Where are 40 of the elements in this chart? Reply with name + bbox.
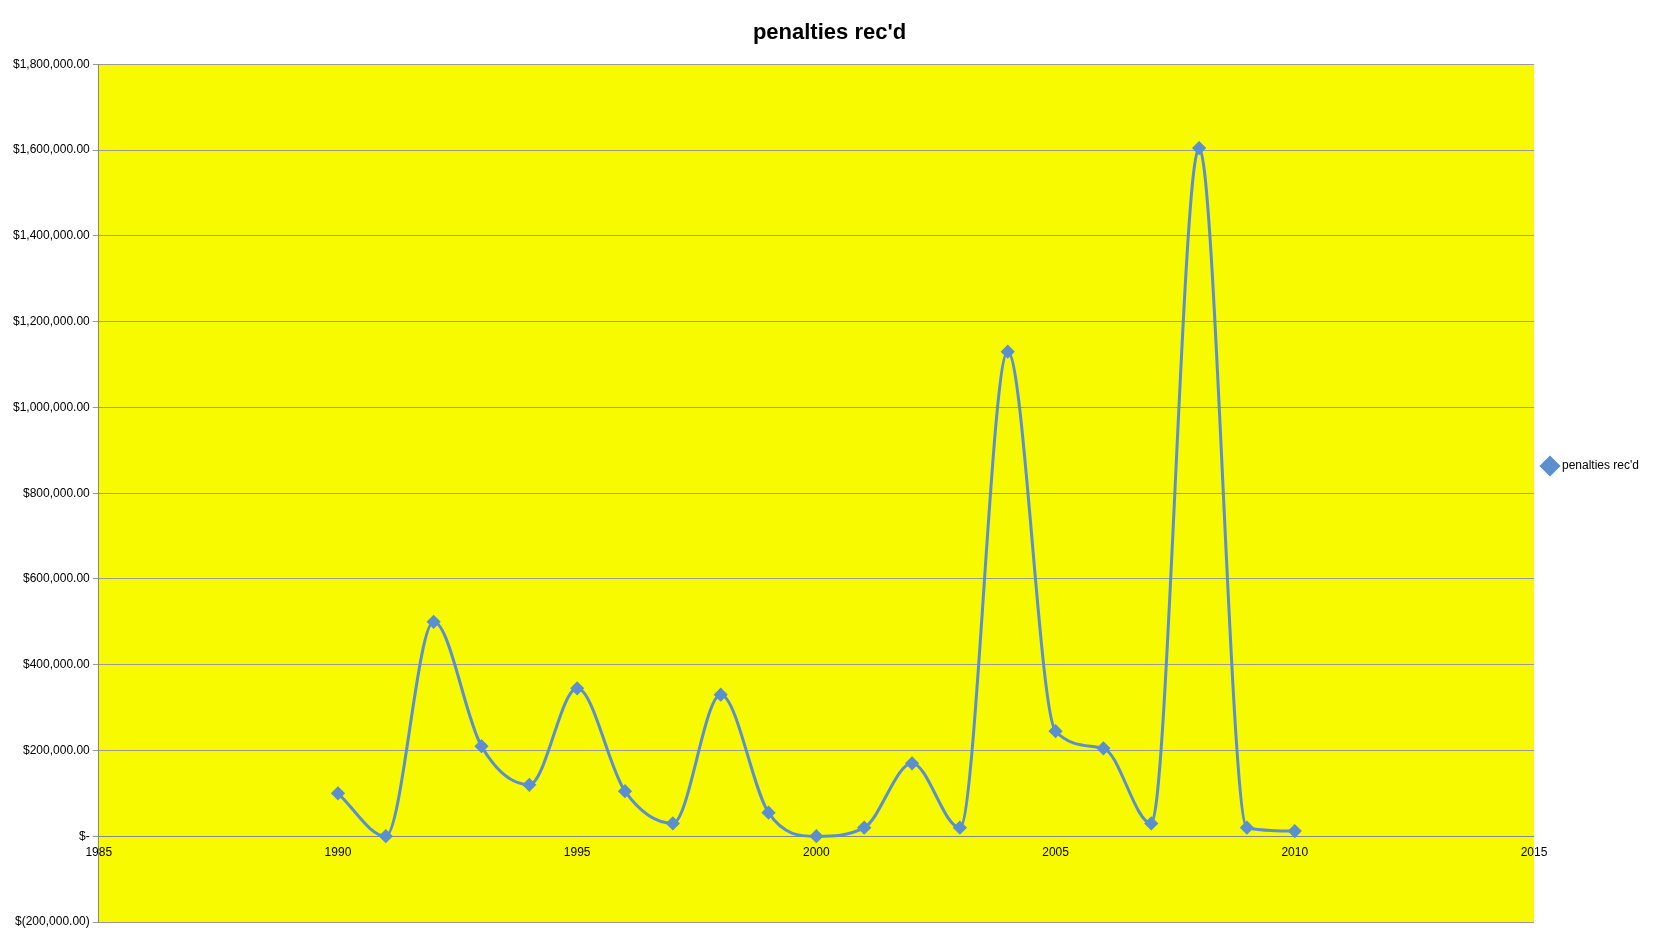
x-tick-label: 1995 <box>563 844 591 859</box>
point <box>570 681 584 695</box>
x-tick-label: 2005 <box>1042 844 1070 859</box>
point <box>1192 141 1206 155</box>
point <box>857 821 871 835</box>
point <box>1096 741 1110 755</box>
point <box>762 806 776 820</box>
point <box>666 816 680 830</box>
point <box>809 829 823 843</box>
point <box>905 756 919 770</box>
point <box>379 829 393 843</box>
y-tick-label: $1,400,000.00 <box>12 228 91 243</box>
point <box>1288 824 1302 838</box>
x-tick-label: 1990 <box>324 844 352 859</box>
y-tick-label: $1,800,000.00 <box>12 56 91 71</box>
y-tick-label: $1,000,000.00 <box>12 399 91 414</box>
y-tick-label: $1,600,000.00 <box>12 142 91 157</box>
y-tick-label: $1,200,000.00 <box>12 313 91 328</box>
x-tick-label: 2000 <box>803 844 831 859</box>
y-tick-label: $800,000.00 <box>23 485 91 500</box>
point <box>618 784 632 798</box>
x-tick-label: 2015 <box>1520 844 1548 859</box>
point <box>474 739 488 753</box>
point <box>953 821 967 835</box>
y-tick-label: $200,000.00 <box>23 742 91 757</box>
x-tick-label: 2010 <box>1281 844 1309 859</box>
point <box>1240 821 1254 835</box>
y-tick-label: $(200,000.00) <box>15 914 90 929</box>
legend-label: penalties rec'd <box>1562 458 1640 473</box>
y-tick-label: $400,000.00 <box>23 657 91 672</box>
point <box>427 615 441 629</box>
chart-title: penalties rec'd <box>752 19 907 45</box>
point <box>1049 724 1063 738</box>
point <box>1144 816 1158 830</box>
y-tick-label: $600,000.00 <box>23 571 91 586</box>
point <box>331 786 345 800</box>
point <box>522 778 536 792</box>
point <box>1001 345 1015 359</box>
y-tick-label: $- <box>79 828 90 843</box>
point <box>714 688 728 702</box>
